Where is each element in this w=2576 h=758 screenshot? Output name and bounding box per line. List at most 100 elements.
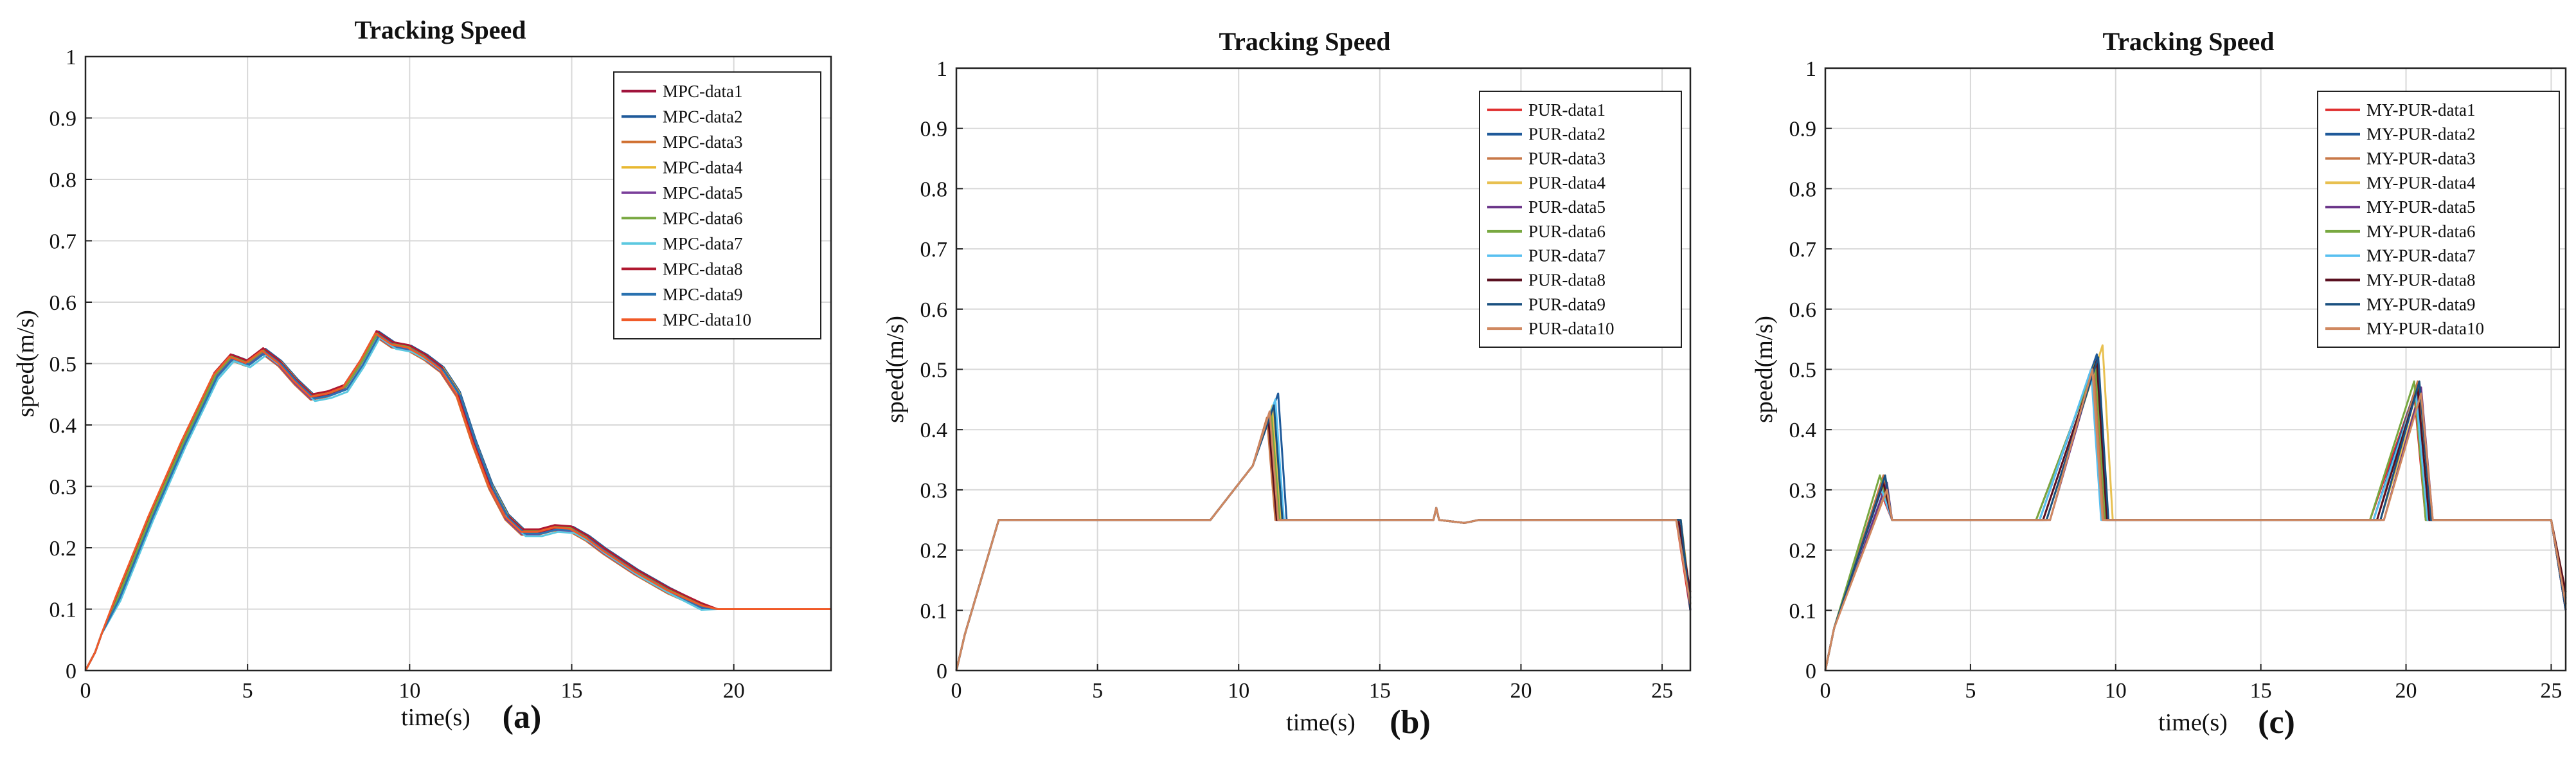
y-tick-label: 0.2 [920, 539, 948, 563]
y-tick-label: 0.4 [1789, 419, 1817, 442]
legend: MPC-data1 MPC-data2 MPC-data3 MPC-data4 MPC-… [613, 71, 821, 339]
y-tick-label: 0.6 [49, 291, 77, 315]
legend-label: PUR-data2 [1528, 125, 1606, 144]
y-tick-label: 0.1 [920, 599, 948, 623]
y-tick-label: 0.9 [49, 107, 77, 131]
y-tick-label: 0.9 [1789, 118, 1817, 141]
x-tick-label: 20 [2395, 679, 2417, 703]
legend-label: MPC-data4 [663, 158, 743, 177]
x-axis-label: time(s) [2158, 709, 2228, 736]
y-axis-label: speed(m/s) [1751, 316, 1778, 423]
legend: MY-PUR-data1 MY-PUR-data2 MY-PUR-data3 MY-P… [2317, 91, 2560, 348]
x-tick-label: 15 [2250, 679, 2272, 703]
x-tick-label: 25 [1651, 679, 1673, 703]
legend-label: MY-PUR-data5 [2366, 197, 2476, 217]
x-tick-label: 0 [951, 679, 962, 703]
chart-panel-2: 00.10.20.30.40.50.60.70.80.910 5 10 15 20 25T… [882, 27, 1692, 741]
legend-label: PUR-data9 [1528, 294, 1606, 314]
y-tick-label: 0.8 [1789, 177, 1817, 201]
x-tick-label: 10 [2105, 679, 2127, 703]
y-tick-label: 0.7 [49, 230, 77, 254]
x-tick-label: 25 [2540, 679, 2562, 703]
series-line-MY-PUR-data10 [1824, 368, 2567, 671]
legend-label: PUR-data3 [1528, 149, 1606, 168]
panel-letter: (b) [1390, 704, 1431, 741]
legend-label: MPC-data7 [663, 234, 743, 253]
x-tick-label: 20 [723, 679, 745, 703]
legend-label: MPC-data1 [663, 82, 743, 101]
y-tick-label: 0.8 [49, 168, 77, 192]
x-axis-label: time(s) [1286, 709, 1355, 736]
y-tick-label: 0.2 [49, 537, 77, 561]
y-tick-label: 0.2 [1789, 539, 1817, 563]
y-tick-label: 0.3 [1789, 479, 1817, 503]
x-tick-label: 5 [242, 679, 253, 703]
y-tick-label: 0 [936, 660, 947, 683]
legend-label: PUR-data6 [1528, 222, 1606, 241]
legend-label: PUR-data7 [1528, 246, 1606, 266]
legend-label: PUR-data10 [1528, 319, 1614, 338]
legend-label: MY-PUR-data9 [2366, 294, 2476, 314]
y-axis-label: speed(m/s) [12, 310, 39, 417]
legend-label: MPC-data10 [663, 310, 751, 329]
y-tick-label: 0.1 [49, 599, 77, 622]
legend-label: MY-PUR-data4 [2366, 173, 2476, 192]
y-tick-label: 0.6 [1789, 298, 1817, 322]
legend-label: MPC-data8 [663, 259, 743, 278]
legend-label: PUR-data4 [1528, 173, 1606, 192]
legend-label: MY-PUR-data10 [2366, 319, 2484, 338]
chart-title: Tracking Speed [354, 15, 526, 44]
y-tick-label: 0.5 [49, 353, 77, 377]
x-tick-label: 0 [1820, 679, 1831, 703]
y-tick-label: 0.1 [1789, 599, 1817, 623]
y-tick-label: 0.5 [920, 359, 948, 383]
legend-label: PUR-data8 [1528, 271, 1606, 290]
y-tick-label: 0.3 [49, 476, 77, 500]
x-tick-label: 5 [1965, 679, 1976, 703]
legend-label: MY-PUR-data2 [2366, 125, 2476, 144]
panel-letter: (c) [2258, 704, 2295, 741]
x-tick-label: 15 [1369, 679, 1391, 703]
x-axis-label: time(s) [401, 704, 470, 731]
chart-title: Tracking Speed [1219, 27, 1390, 56]
legend-label: MPC-data3 [663, 132, 743, 152]
y-tick-label: 0.8 [920, 177, 948, 201]
x-tick-label: 0 [80, 679, 91, 703]
y-tick-label: 0.7 [1789, 238, 1817, 262]
chart-panel-3: 00.10.20.30.40.50.60.70.80.910 5 10 15 20 25T… [1751, 27, 2567, 741]
y-tick-label: 0.3 [920, 479, 948, 503]
legend-label: PUR-data5 [1528, 197, 1606, 217]
x-tick-label: 15 [561, 679, 583, 703]
y-tick-label: 0.9 [920, 118, 948, 141]
legend-label: MY-PUR-data6 [2366, 222, 2476, 241]
legend-label: MPC-data6 [663, 208, 743, 228]
x-tick-label: 5 [1092, 679, 1103, 703]
y-tick-label: 0 [66, 660, 76, 683]
y-tick-label: 0.6 [920, 298, 948, 322]
legend-label: MPC-data5 [663, 183, 743, 203]
legend-label: MY-PUR-data8 [2366, 271, 2476, 290]
legend-label: PUR-data1 [1528, 100, 1606, 120]
y-tick-label: 0.5 [1789, 359, 1817, 383]
y-tick-label: 1 [936, 57, 947, 81]
legend-label: MY-PUR-data1 [2366, 100, 2476, 120]
x-tick-label: 10 [1228, 679, 1249, 703]
x-tick-label: 10 [398, 679, 420, 703]
y-tick-label: 0.4 [49, 414, 77, 438]
chart-title: Tracking Speed [2102, 27, 2274, 56]
y-tick-label: 0.4 [920, 419, 948, 442]
series-line-MPC-data10 [84, 332, 831, 671]
chart-panel-1: 00.10.20.30.40.50.60.70.80.910 5 10 15 20Tra… [12, 15, 832, 735]
y-tick-label: 0 [1805, 660, 1816, 683]
legend-label: MPC-data2 [663, 107, 743, 126]
y-tick-label: 0.7 [920, 238, 948, 262]
y-tick-label: 1 [66, 46, 76, 69]
legend-label: MPC-data9 [663, 285, 743, 304]
y-axis-label: speed(m/s) [882, 316, 909, 423]
series-line-PUR-data10 [955, 410, 1692, 671]
legend-label: MY-PUR-data7 [2366, 246, 2476, 266]
panel-letter: (a) [503, 699, 542, 735]
y-tick-label: 1 [1805, 57, 1816, 81]
legend: PUR-data1 PUR-data2 PUR-data3 PUR-data4 PUR-… [1479, 91, 1682, 348]
